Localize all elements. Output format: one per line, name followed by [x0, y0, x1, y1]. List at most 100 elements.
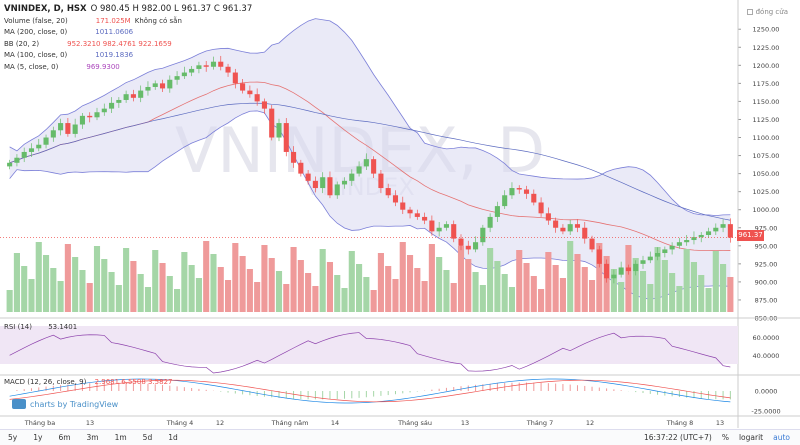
log-toggle[interactable]: logarit	[738, 433, 764, 442]
candle-body	[189, 68, 195, 73]
candle-body	[50, 130, 56, 138]
range-button-6m[interactable]: 6m	[58, 433, 71, 442]
bollinger-band-fill	[9, 18, 731, 300]
volume-bar	[42, 255, 50, 312]
candle-body	[291, 151, 297, 163]
volume-bar	[130, 261, 137, 312]
volume-bar	[341, 288, 348, 312]
indicator-row[interactable]: MA (200, close, 0) 1011.0606	[4, 27, 252, 39]
range-button-3m[interactable]: 3m	[86, 433, 99, 442]
macd-histogram-bar	[67, 384, 69, 391]
macd-histogram-bar	[344, 391, 346, 399]
candle-body	[72, 124, 78, 134]
macd-histogram-bar	[598, 387, 600, 391]
symbol-row[interactable]: VNINDEX, D, HSX O 980.45 H 982.00 L 961.…	[4, 4, 252, 16]
symbol-label[interactable]: VNINDEX, D, HSX	[4, 4, 87, 14]
candle-body	[574, 224, 581, 228]
volume-bar	[472, 272, 479, 312]
candle-body	[400, 202, 406, 210]
macd-histogram-bar	[547, 383, 549, 391]
candle-body	[7, 162, 13, 167]
macd-histogram-bar	[336, 391, 338, 400]
volume-bar	[727, 277, 734, 312]
auto-toggle[interactable]: auto	[773, 433, 790, 442]
macd-histogram-bar	[89, 383, 91, 391]
candle-body	[349, 173, 355, 181]
indicator-row[interactable]: Volume (false, 20) 171.025M Không có sẵn	[4, 16, 252, 28]
macd-histogram-bar	[460, 386, 462, 391]
macd-histogram-bar	[409, 391, 411, 393]
candle-body	[516, 188, 522, 190]
macd-histogram-bar	[722, 391, 724, 400]
candle-body	[713, 227, 719, 232]
candle-body	[509, 188, 515, 196]
chart-legend: VNINDEX, D, HSX O 980.45 H 982.00 L 961.…	[4, 4, 252, 73]
close-checkbox-icon[interactable]	[746, 9, 753, 15]
macd-histogram-bar	[584, 385, 586, 391]
candle-body	[363, 159, 369, 167]
candle-body	[414, 213, 420, 217]
rsi-legend[interactable]: RSI (14) 53.1401	[4, 323, 77, 331]
candle-body	[356, 166, 362, 174]
range-button-1m[interactable]: 1m	[114, 433, 127, 442]
macd-histogram-bar	[147, 383, 149, 391]
macd-histogram-bar	[169, 385, 171, 391]
indicator-row[interactable]: BB (20, 2) 952.3210 982.4761 922.1659	[4, 39, 252, 51]
candle-body	[480, 227, 486, 243]
macd-histogram-bar	[271, 391, 273, 398]
macd-histogram-bar	[358, 391, 360, 398]
bollinger-upper	[9, 18, 731, 216]
volume-bar	[574, 254, 581, 312]
macd-values: 2.9681 6.5508 3.5827	[94, 378, 173, 386]
bottom-toolbar: 5y 1y 6m 3m 1m 5d 1d 16:37:22 (UTC+7) % logari…	[0, 429, 800, 445]
candle-body	[247, 90, 253, 95]
macd-histogram-bar	[438, 388, 440, 391]
candle-body	[436, 227, 442, 232]
macd-histogram-bar	[176, 386, 178, 391]
macd-tick-label: -25.0000	[751, 408, 780, 416]
macd-histogram-bar	[249, 391, 251, 396]
volume-bar	[494, 261, 501, 312]
macd-histogram-bar	[220, 391, 222, 392]
range-button-1y[interactable]: 1y	[33, 433, 43, 442]
candle-body	[218, 61, 224, 67]
range-button-5d[interactable]: 5d	[142, 433, 153, 442]
macd-histogram-bar	[263, 391, 265, 397]
close-toggle[interactable]: đóng cửa	[746, 8, 788, 16]
indicator-value: 1011.0606	[95, 28, 134, 36]
range-button-5y[interactable]: 5y	[8, 433, 18, 442]
volume-bar	[588, 280, 596, 312]
candle-body	[727, 224, 733, 238]
indicator-row[interactable]: MA (100, close, 0) 1019.1836	[4, 50, 252, 62]
candle-body	[152, 83, 158, 87]
price-tick-label: 975.00	[755, 224, 778, 232]
macd-histogram-bar	[591, 386, 593, 391]
time-tick-label: 13	[461, 419, 469, 427]
volume-bar	[275, 271, 283, 312]
percent-toggle[interactable]: %	[721, 433, 729, 442]
indicator-label: MA (200, close, 0)	[4, 28, 68, 36]
candle-body	[341, 180, 348, 185]
candle-body	[181, 72, 187, 77]
macd-legend[interactable]: MACD (12, 26, close, 9) 2.9681 6.5508 3.…	[4, 378, 173, 386]
time-tick-label: 13	[716, 419, 724, 427]
macd-histogram-bar	[657, 391, 659, 395]
volume-bar	[457, 246, 465, 312]
candle-body	[261, 101, 267, 109]
volume-bar	[268, 258, 275, 312]
indicator-row[interactable]: MA (5, close, 0) 969.9300	[4, 62, 252, 74]
candle-body	[87, 115, 93, 118]
range-button-1d[interactable]: 1d	[168, 433, 178, 442]
candle-body	[473, 242, 479, 250]
volume-bar	[377, 253, 384, 312]
tradingview-logo[interactable]: charts by TradingView	[12, 399, 118, 409]
time-tick-label: Tháng năm	[271, 419, 309, 427]
macd-histogram-bar	[322, 391, 324, 400]
volume-bar	[50, 268, 57, 312]
macd-histogram-bar	[60, 385, 62, 391]
volume-bar	[64, 244, 71, 312]
macd-histogram-bar	[518, 382, 520, 391]
volume-bar	[392, 279, 399, 312]
